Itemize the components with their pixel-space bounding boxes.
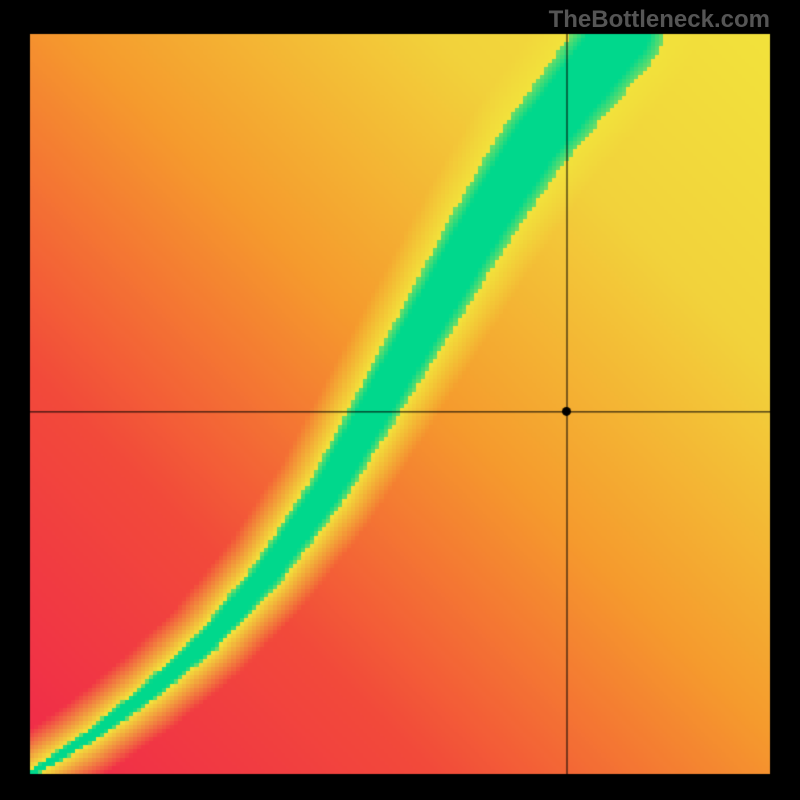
watermark-text: TheBottleneck.com: [549, 6, 770, 34]
chart-container: TheBottleneck.com: [0, 0, 800, 800]
bottleneck-heatmap: [0, 0, 800, 800]
